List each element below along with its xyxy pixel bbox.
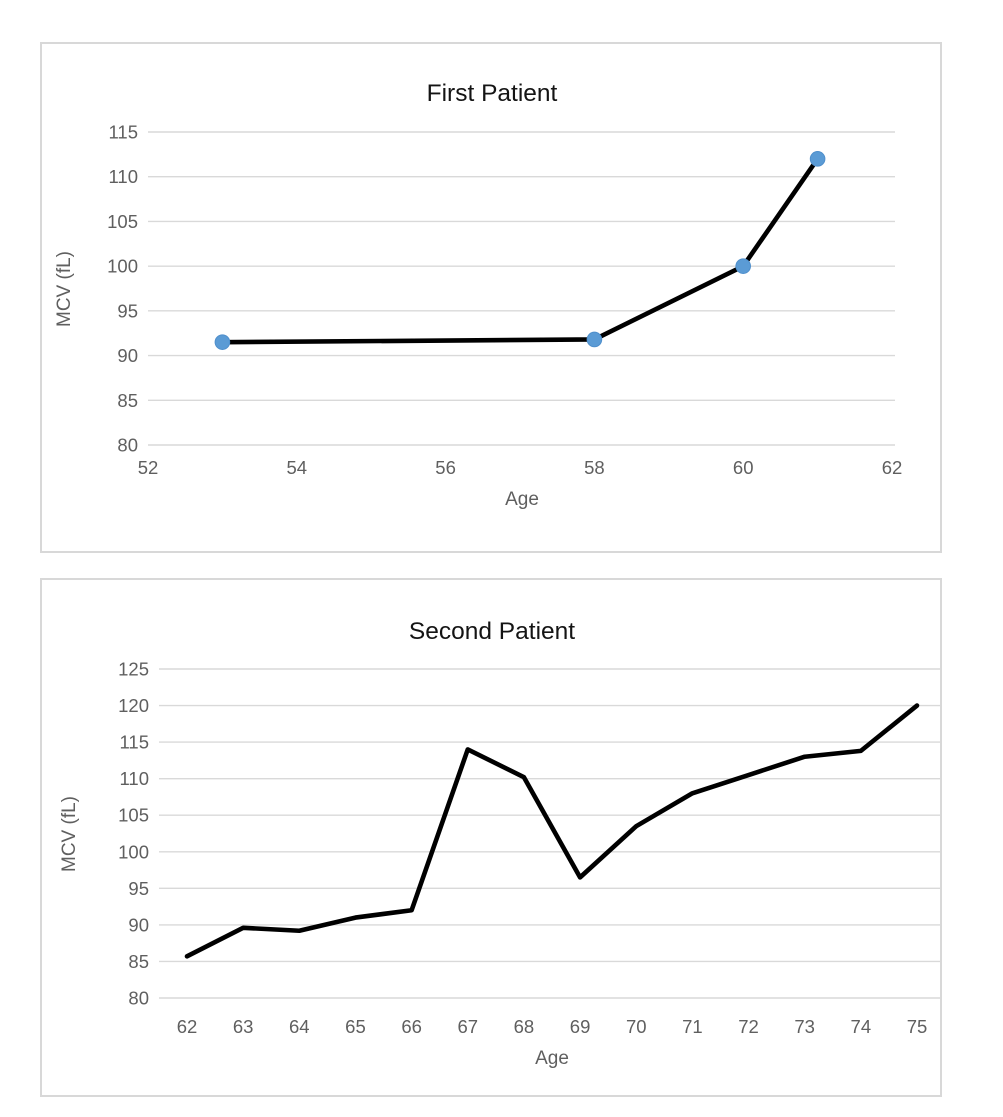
x-tick-label: 72 bbox=[738, 1016, 759, 1037]
x-axis-title: Age bbox=[505, 489, 539, 510]
y-tick-label: 100 bbox=[107, 256, 138, 277]
x-tick-label: 58 bbox=[584, 457, 605, 478]
data-point-marker bbox=[735, 258, 752, 274]
data-point-marker bbox=[214, 334, 231, 350]
second-patient-chart-canvas: Second Patient 80 85 90 95 100 105 110 115 120 12… bbox=[59, 618, 940, 1069]
y-tick-label: 105 bbox=[118, 805, 149, 826]
plot-area: 80 85 90 95 100 105 110 115 52 54 56 58 60 62 bbox=[107, 122, 902, 479]
y-tick-label: 80 bbox=[117, 435, 138, 456]
x-tick-label: 67 bbox=[457, 1016, 478, 1037]
y-axis-title: MCV (fL) bbox=[59, 796, 80, 872]
x-tick-label: 60 bbox=[733, 457, 754, 478]
y-tick-label: 80 bbox=[128, 988, 149, 1009]
y-tick-label: 120 bbox=[118, 695, 149, 716]
chart-title: Second Patient bbox=[409, 618, 575, 645]
y-tick-label: 90 bbox=[128, 914, 149, 935]
x-tick-label: 64 bbox=[289, 1016, 310, 1037]
y-tick-label: 105 bbox=[107, 211, 138, 232]
x-tick-label: 74 bbox=[851, 1016, 872, 1037]
x-tick-label: 75 bbox=[907, 1016, 928, 1037]
y-axis-title: MCV (fL) bbox=[54, 251, 75, 327]
second-patient-chart-panel: Second Patient 80 85 90 95 100 105 110 115 120 12… bbox=[40, 578, 942, 1097]
x-tick-label: 54 bbox=[287, 457, 308, 478]
y-tick-label: 115 bbox=[120, 732, 150, 753]
data-point-marker bbox=[809, 151, 826, 167]
y-tick-label: 125 bbox=[118, 659, 149, 680]
x-tick-label: 66 bbox=[401, 1016, 422, 1037]
x-tick-label: 69 bbox=[570, 1016, 591, 1037]
first-patient-chart-canvas: First Patient 80 85 90 95 100 105 110 115 52 54 56… bbox=[54, 80, 902, 510]
chart-title: First Patient bbox=[427, 80, 558, 107]
series-line bbox=[184, 703, 920, 959]
x-tick-label: 65 bbox=[345, 1016, 366, 1037]
y-tick-label: 95 bbox=[117, 300, 138, 321]
x-tick-label: 62 bbox=[177, 1016, 198, 1037]
x-axis-title: Age bbox=[535, 1048, 569, 1069]
y-tick-label: 90 bbox=[117, 345, 138, 366]
x-tick-label: 71 bbox=[682, 1016, 703, 1037]
series-line bbox=[220, 156, 820, 345]
y-tick-label: 85 bbox=[117, 390, 138, 411]
x-tick-label: 63 bbox=[233, 1016, 254, 1037]
data-point-marker bbox=[586, 331, 603, 348]
x-tick-label: 70 bbox=[626, 1016, 647, 1037]
x-tick-label: 62 bbox=[882, 457, 903, 478]
plot-area: 80 85 90 95 100 105 110 115 120 125 62 63 64 65 66 67 68… bbox=[118, 659, 940, 1037]
y-tick-label: 110 bbox=[120, 768, 150, 789]
first-patient-chart-panel: First Patient 80 85 90 95 100 105 110 115 52 54 56… bbox=[40, 42, 942, 553]
y-tick-label: 95 bbox=[128, 878, 149, 899]
y-tick-label: 85 bbox=[128, 951, 149, 972]
x-tick-label: 68 bbox=[514, 1016, 535, 1037]
x-tick-label: 56 bbox=[435, 457, 456, 478]
y-tick-label: 110 bbox=[109, 166, 139, 187]
x-tick-label: 73 bbox=[794, 1016, 815, 1037]
y-tick-label: 115 bbox=[109, 122, 139, 143]
y-tick-label: 100 bbox=[118, 841, 149, 862]
x-tick-label: 52 bbox=[138, 457, 159, 478]
